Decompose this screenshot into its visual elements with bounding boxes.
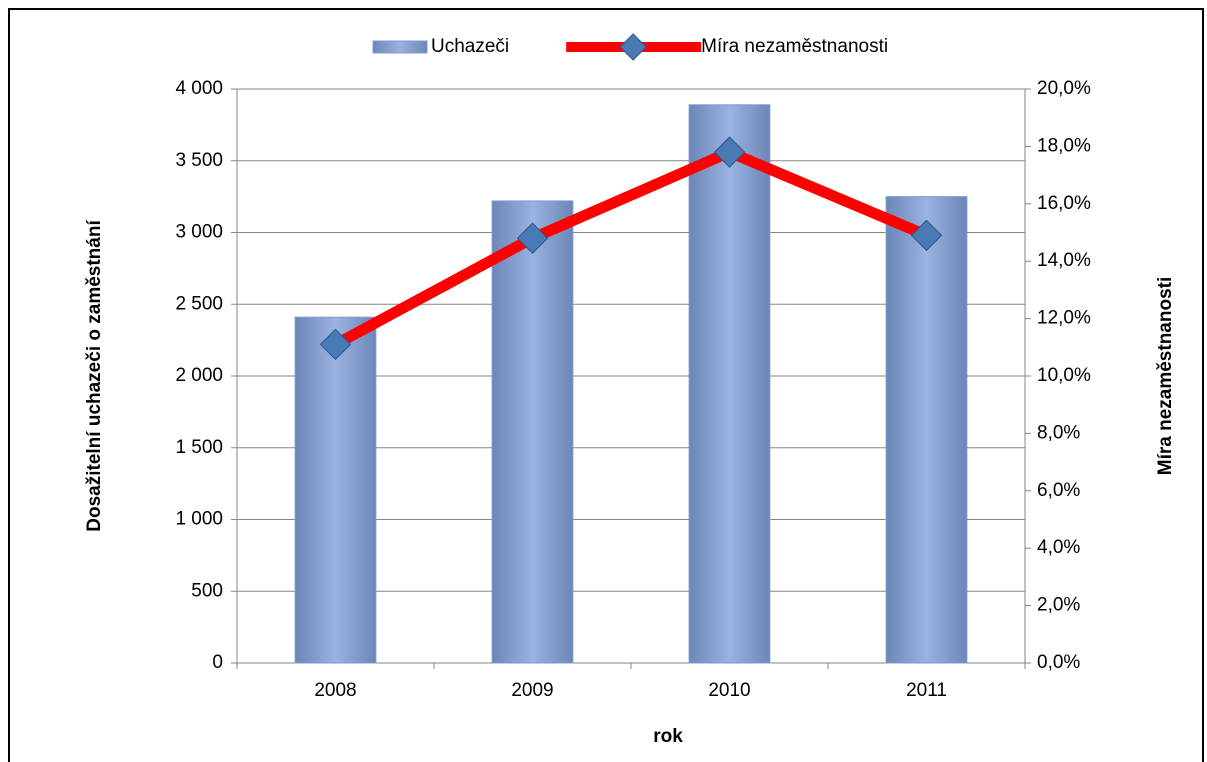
- marker: [516, 222, 549, 254]
- y-axis-title: Dosažitelní uchazeči o zaměstnání: [84, 220, 105, 532]
- bar: [491, 200, 574, 664]
- y2-tick-label: 6,0%: [1037, 480, 1080, 501]
- y2-axis-title: Míra nezaměstnanosti: [1155, 277, 1176, 476]
- y2-tick-label: 14,0%: [1037, 250, 1091, 271]
- y2-tick-label: 0,0%: [1037, 652, 1080, 673]
- x-tick-label: 2010: [708, 680, 750, 701]
- x-axis-title: rok: [653, 726, 683, 747]
- y2-tick-label: 20,0%: [1037, 78, 1091, 99]
- chart-frame: [8, 8, 1204, 762]
- y-tick-label: 2 500: [175, 293, 223, 314]
- bar: [294, 316, 377, 664]
- bar: [885, 196, 968, 664]
- legend-label: Uchazeči: [431, 36, 509, 57]
- y-tick-label: 0: [212, 652, 223, 673]
- line: [332, 146, 929, 350]
- y-tick-label: 2 000: [175, 365, 223, 386]
- y-tick-label: 3 000: [175, 222, 223, 243]
- y-tick-label: 3 500: [175, 150, 223, 171]
- x-tick-label: 2011: [906, 680, 947, 701]
- y-tick-label: 1 000: [175, 509, 223, 530]
- y2-tick-label: 16,0%: [1037, 193, 1091, 214]
- legend-marker: [619, 33, 647, 61]
- y-tick-label: 500: [191, 580, 223, 601]
- marker: [910, 219, 943, 252]
- y-tick-label: 1 500: [175, 437, 223, 458]
- y2-tick-label: 18,0%: [1037, 135, 1091, 156]
- x-tick-label: 2009: [511, 680, 553, 701]
- bar: [688, 104, 771, 664]
- marker: [713, 136, 746, 168]
- y2-tick-label: 2,0%: [1037, 595, 1080, 616]
- y2-tick-label: 10,0%: [1037, 365, 1091, 386]
- legend-swatch: [372, 40, 428, 54]
- legend-label: Míra nezaměstnanosti: [701, 36, 888, 57]
- y2-tick-label: 4,0%: [1037, 537, 1080, 558]
- x-tick-label: 2008: [314, 680, 356, 701]
- y-tick-label: 4 000: [175, 78, 223, 99]
- y2-tick-label: 12,0%: [1037, 308, 1091, 329]
- marker: [319, 328, 352, 361]
- y2-tick-label: 8,0%: [1037, 422, 1080, 443]
